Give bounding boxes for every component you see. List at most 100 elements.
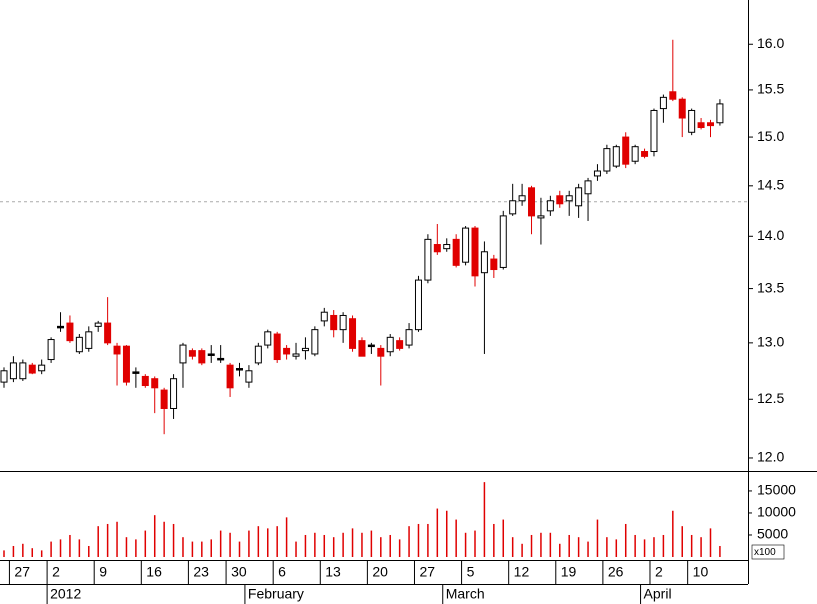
volume-bar (662, 534, 665, 557)
candle-body (207, 353, 215, 356)
y-tick-label: 12.5 (757, 390, 784, 406)
x-tick-label: 5 (467, 564, 475, 580)
candle-body (179, 344, 187, 364)
candle-body (9, 362, 17, 380)
volume-bar (135, 539, 137, 557)
volume-bar (389, 534, 391, 557)
candle-body (349, 318, 357, 349)
candle-body (47, 339, 55, 361)
candle-body (462, 227, 470, 263)
volume-bar (163, 521, 165, 557)
candle-body (678, 98, 686, 119)
volume-bar (502, 519, 505, 557)
candle-body (499, 215, 507, 268)
candle-body (94, 322, 102, 327)
volume-bar (474, 530, 476, 557)
candle-body (603, 148, 611, 172)
y-tick-label: 13.5 (757, 279, 784, 295)
volume-bar (719, 545, 721, 557)
candle-body (141, 375, 149, 387)
candle-body (593, 170, 601, 177)
volume-bar (408, 526, 410, 557)
y-tick-label: 15.5 (757, 81, 784, 97)
candle-body (330, 314, 338, 331)
x-tick-label: 16 (146, 564, 162, 580)
volume-bar (427, 523, 429, 557)
candle-body (339, 314, 347, 331)
candle-body (452, 238, 460, 266)
volume-bar (97, 526, 99, 557)
candle-body (28, 364, 36, 374)
candle-body (631, 146, 639, 162)
candle-body (556, 195, 564, 205)
x-tick-label: 10 (693, 564, 709, 580)
volume-bar (248, 530, 250, 557)
y-tick-label: 12.0 (757, 449, 784, 465)
volume-bar (78, 539, 81, 557)
candle-body (650, 109, 658, 153)
candle-body (292, 353, 300, 357)
volume-bar (182, 537, 184, 557)
multiplier-label: x100 (754, 547, 776, 558)
candle-body (170, 378, 178, 409)
volume-bar (314, 532, 316, 557)
x-tick-label: 2 (655, 564, 663, 580)
candle-body (104, 322, 112, 344)
volume-bar (559, 543, 561, 557)
volume-bar (606, 537, 608, 557)
candle-body (424, 238, 432, 281)
y-tick-label: 10000 (757, 504, 796, 520)
candle-body (301, 347, 309, 352)
volume-bar (624, 523, 627, 557)
candle-body (358, 340, 366, 357)
volume-bar (643, 539, 646, 557)
volume-bar (577, 537, 580, 557)
candle-body (367, 344, 375, 348)
volume-bar (238, 541, 241, 557)
volume-bar (521, 543, 523, 557)
candle-body (151, 378, 159, 389)
candle-body (198, 350, 206, 364)
volume-bar (681, 526, 683, 557)
volume-bar (88, 545, 90, 557)
candle-body (254, 345, 262, 364)
y-tick-label: 15.0 (757, 128, 784, 144)
volume-bar (615, 539, 618, 557)
volume-bar (436, 508, 439, 557)
candle-body (612, 146, 620, 167)
volume-bar (540, 532, 542, 557)
candle-body (273, 333, 281, 361)
candle-body (716, 103, 724, 124)
volume-bar (191, 541, 194, 557)
volume-bar (417, 523, 420, 557)
candle-body (546, 200, 554, 212)
volume-bar (295, 541, 297, 557)
volume-bar (342, 532, 344, 557)
candle-body (480, 251, 488, 274)
candle-body (132, 371, 140, 374)
candle-body (622, 136, 630, 165)
candle-body (122, 345, 130, 383)
volume-bar (276, 526, 278, 557)
candle-body (669, 91, 677, 100)
volume-bar (530, 534, 533, 557)
candle-body (226, 364, 234, 389)
volume-bar (653, 537, 655, 557)
volume-bar (285, 517, 288, 557)
month-label: April (644, 586, 672, 602)
volume-bar (700, 537, 702, 557)
candle-body (75, 336, 83, 353)
volume-bar (596, 519, 599, 557)
volume-bar (672, 510, 674, 557)
volume-bar (153, 515, 156, 557)
candle-body (575, 187, 583, 207)
y-tick-label: 14.5 (757, 177, 784, 193)
month-label: February (248, 586, 304, 602)
month-label: 2012 (50, 586, 81, 602)
volume-bar (323, 534, 326, 557)
volume-bar (380, 537, 382, 557)
candle-body (396, 340, 404, 349)
volume-bar (125, 537, 128, 557)
candle-body (264, 331, 272, 346)
